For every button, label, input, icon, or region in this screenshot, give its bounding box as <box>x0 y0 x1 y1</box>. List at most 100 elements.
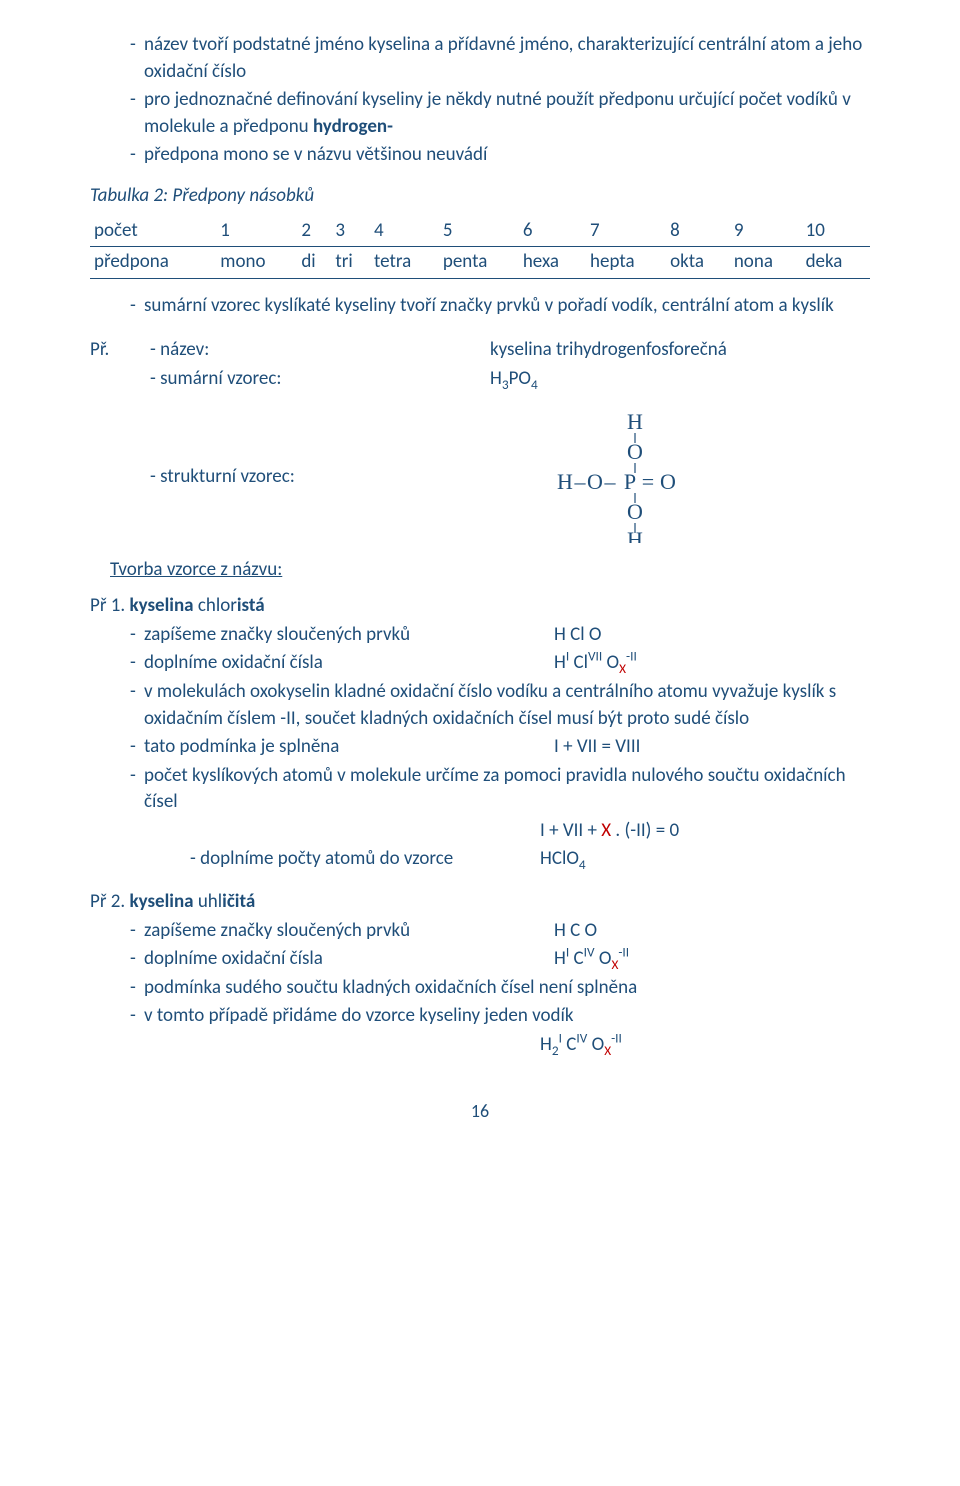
ex2-line-1: - zapíšeme značky sloučených prvků H C O <box>130 918 870 945</box>
table-cell: nona <box>730 247 802 279</box>
structural-formula-icon: H O H – O – P = O O H <box>550 413 710 543</box>
table-row-counts: počet 1 2 3 4 5 6 7 8 9 10 <box>90 216 870 247</box>
svg-text:O: O <box>587 469 603 494</box>
table-cell: mono <box>216 247 297 279</box>
ex1-l1a: zapíšeme značky sloučených prvků <box>144 622 554 649</box>
svg-text:–: – <box>604 469 617 494</box>
table-cell: penta <box>439 247 519 279</box>
table-cell: hexa <box>519 247 586 279</box>
example-1: Př 1. kyselina chloristá - zapíšeme znač… <box>90 593 870 873</box>
ex2-l4: v tomto případě přidáme do vzorce kyseli… <box>144 1003 870 1030</box>
intro-text-1: název tvoří podstatné jméno kyselina a p… <box>144 32 870 85</box>
after-table-text-1: sumární vzorec kyslíkaté kyseliny tvoří … <box>144 293 870 320</box>
intro-text-2: pro jednoznačné definování kyseliny je n… <box>144 87 870 140</box>
ex2-l1a: zapíšeme značky sloučených prvků <box>144 918 554 945</box>
table-cell: tetra <box>370 247 439 279</box>
intro-item-1: - název tvoří podstatné jméno kyselina a… <box>130 32 870 85</box>
structural-formula-row: - strukturní vzorec: H O H – O – P = O O… <box>90 413 870 543</box>
dash-icon: - <box>130 32 144 85</box>
ex1-line-3: - v molekulách oxokyselin kladné oxidačn… <box>130 679 870 732</box>
intro-text-2a: pro jednoznačné definování kyseliny je n… <box>144 88 851 138</box>
table-cell: 2 <box>297 216 331 247</box>
ex1-l2b: HI ClVII OX-II <box>554 650 870 677</box>
table-cell: 10 <box>802 216 870 247</box>
page-number: 16 <box>90 1099 870 1124</box>
svg-text:O: O <box>660 469 676 494</box>
intro-item-2: - pro jednoznačné definování kyseliny je… <box>130 87 870 140</box>
dash-icon: - <box>130 734 144 761</box>
svg-text:O: O <box>627 499 643 524</box>
ex1-line-6: - doplníme počty atomů do vzorce HClO4 <box>190 846 870 873</box>
ex2-title-c: uhl <box>194 890 223 913</box>
ex1-line-4: - tato podmínka je splněna I + VII = VII… <box>130 734 870 761</box>
ex2-l1b: H C O <box>554 918 870 945</box>
example-2: Př 2. kyselina uhličitá - zapíšeme značk… <box>90 889 870 1059</box>
svg-text:=: = <box>642 469 654 494</box>
table-cell: 5 <box>439 216 519 247</box>
dash-icon: - <box>130 622 144 649</box>
dash-icon: - <box>130 142 144 169</box>
ex2-title: Př 2. kyselina uhličitá <box>90 889 870 916</box>
dash-icon: - <box>130 1003 144 1030</box>
svg-text:O: O <box>627 439 643 464</box>
ex2-line-4: - v tomto případě přidáme do vzorce kyse… <box>130 1003 870 1030</box>
example-r1-value: kyselina trihydrogenfosforečná <box>490 337 870 364</box>
prefix-table: počet 1 2 3 4 5 6 7 8 9 10 předpona mono… <box>90 216 870 279</box>
ex1-title-a: Př 1. <box>90 594 129 617</box>
intro-item-3: - předpona mono se v názvu většinou neuv… <box>130 142 870 169</box>
dash-icon: - <box>130 763 144 816</box>
dash-icon: - <box>130 918 144 945</box>
dash-icon: - <box>130 293 144 320</box>
ex1-l6a: - doplníme počty atomů do vzorce <box>190 846 540 873</box>
dash-icon: - <box>130 975 144 1002</box>
ex2-line-2: - doplníme oxidační čísla HI CIV OX-II <box>130 946 870 973</box>
ex1-title: Př 1. kyselina chloristá <box>90 593 870 620</box>
table-caption: Tabulka 2: Předpony násobků <box>90 183 870 210</box>
ex1-line-1: - zapíšeme značky sloučených prvků H Cl … <box>130 622 870 649</box>
ex1-title-c: chlor <box>194 594 237 617</box>
example-lead: Př. <box>90 337 150 364</box>
after-table-item-1: - sumární vzorec kyslíkaté kyseliny tvoř… <box>130 293 870 320</box>
svg-text:H: H <box>557 469 573 494</box>
example-row-1: Př. - název: kyselina trihydrogenfosfore… <box>90 337 870 364</box>
ex1-title-d: istá <box>237 594 265 617</box>
table-cell: hepta <box>586 247 666 279</box>
ex2-l2b: HI CIV OX-II <box>554 946 870 973</box>
table-cell: 7 <box>586 216 666 247</box>
example-r3-label: - strukturní vzorec: <box>150 464 550 491</box>
table-head-predpona: předpona <box>90 247 216 279</box>
table-cell: 3 <box>331 216 370 247</box>
ex2-title-b: kyselina <box>129 890 193 913</box>
table-cell: tri <box>331 247 370 279</box>
table-cell: di <box>297 247 331 279</box>
ex2-l3: podmínka sudého součtu kladných oxidační… <box>144 975 870 1002</box>
ex1-l5-eq: I + VII + X . (-II) = 0 <box>540 818 870 845</box>
example-r1-label: - název: <box>150 337 490 364</box>
ex1-l1b: H Cl O <box>554 622 870 649</box>
ex1-l4b: I + VII = VIII <box>554 734 870 761</box>
ex1-line-5: - počet kyslíkových atomů v molekule urč… <box>130 763 870 816</box>
table-cell: 9 <box>730 216 802 247</box>
table-cell: 8 <box>666 216 730 247</box>
table-head-pocet: počet <box>90 216 216 247</box>
dash-icon: - <box>130 679 144 732</box>
table-cell: 6 <box>519 216 586 247</box>
ex1-l2a: doplníme oxidační čísla <box>144 650 554 677</box>
table-row-prefixes: předpona mono di tri tetra penta hexa he… <box>90 247 870 279</box>
section-heading: Tvorba vzorce z názvu: <box>110 557 870 584</box>
table-cell: okta <box>666 247 730 279</box>
table-cell: 4 <box>370 216 439 247</box>
example-r2-value: H3PO4 <box>490 366 870 393</box>
ex2-title-a: Př 2. <box>90 890 129 913</box>
intro-text-2b: hydrogen- <box>313 115 393 138</box>
svg-text:–: – <box>574 469 587 494</box>
ex1-l5: počet kyslíkových atomů v molekule určím… <box>144 763 870 816</box>
dash-icon: - <box>130 946 144 973</box>
ex2-line-3: - podmínka sudého součtu kladných oxidač… <box>130 975 870 1002</box>
ex2-title-d: ičitá <box>222 890 255 913</box>
dash-icon: - <box>130 87 144 140</box>
svg-text:H: H <box>627 413 643 434</box>
ex2-l2a: doplníme oxidační čísla <box>144 946 554 973</box>
ex1-l4a: tato podmínka je splněna <box>144 734 554 761</box>
table-cell: 1 <box>216 216 297 247</box>
